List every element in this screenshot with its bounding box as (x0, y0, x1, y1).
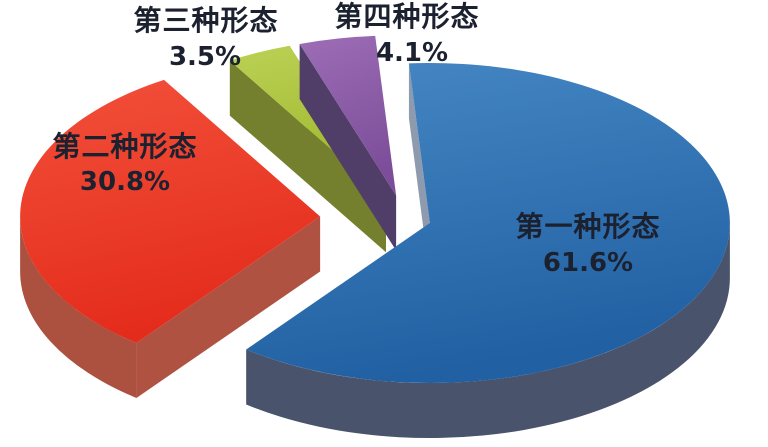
pie-slice-2-rim (20, 216, 137, 398)
pie-slice-2-wall-start (136, 216, 321, 398)
pie-slice-4-top (299, 35, 397, 196)
slice-label-form-4: 第四种形态 (334, 0, 480, 33)
slice-pct-form-1: 61.6% (542, 248, 634, 278)
slice-label-form-2: 第二种形态 (52, 130, 198, 163)
slice-label-form-3: 第三种形态 (133, 4, 279, 37)
pie-slice-1-top (246, 63, 730, 384)
pie-slice-4-wall-start (299, 43, 397, 251)
pie-slice-3-wall-start (229, 60, 386, 253)
slice-pct-form-2: 30.8% (79, 167, 171, 197)
pie-slice-2-top (20, 79, 321, 343)
slice-pct-form-3: 3.5% (168, 42, 242, 72)
pie-slice-1-rim (246, 223, 730, 439)
slice-label-form-1: 第一种形态 (515, 210, 661, 243)
slice-pct-form-4: 4.1% (375, 38, 449, 68)
pie-slice-1-wall-start (408, 63, 430, 279)
